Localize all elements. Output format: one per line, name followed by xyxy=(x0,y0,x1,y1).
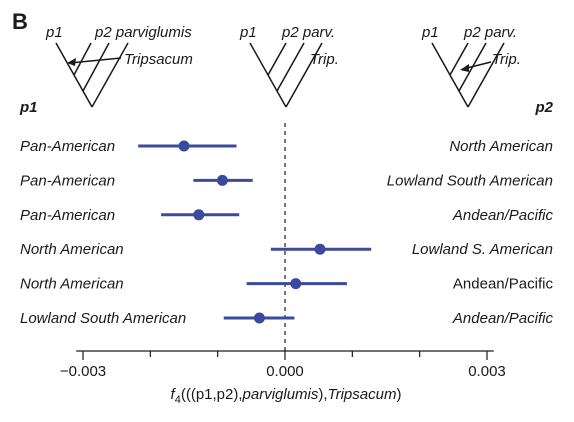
row-p1-label: North American xyxy=(20,241,124,258)
row-p1-label: Lowland South American xyxy=(20,310,186,327)
row-p2-label: Lowland South American xyxy=(387,172,553,189)
tree3-branch-trip xyxy=(467,42,505,108)
x-axis-title: f4(((p1,p2),parviglumis),Tripsacum) xyxy=(171,386,402,406)
tree3-branch-parv xyxy=(449,42,469,76)
forest-plot-rows: Pan-American North American Pan-American Lo… xyxy=(20,138,553,327)
forest-row: Pan-American Lowland South American xyxy=(20,172,553,189)
tree2-label-p2: p2 parv. xyxy=(281,24,335,41)
estimate-point xyxy=(216,174,228,186)
tree-diagram-1 xyxy=(55,42,129,108)
row-p1-label: Pan-American xyxy=(20,207,115,224)
tree3-label-outgroup: Trip. xyxy=(492,51,521,68)
row-p1-label: North American xyxy=(20,276,124,293)
x-axis-title-prefix: f xyxy=(171,386,177,403)
tree1-arrow-shaft xyxy=(69,57,122,64)
tree2-branch-parv xyxy=(267,42,287,76)
forest-row: Pan-American North American xyxy=(20,138,553,155)
row-p2-label: Andean/Pacific xyxy=(453,276,554,293)
row-p2-label: North American xyxy=(449,138,553,155)
tree1-arrowhead xyxy=(67,58,76,66)
tree3-arrowhead xyxy=(460,64,469,72)
x-tick-label: 0.003 xyxy=(468,363,506,380)
tree1-label-outgroup: Tripsacum xyxy=(124,51,193,68)
x-tick-label: −0.003 xyxy=(60,363,106,380)
panel-label: B xyxy=(12,9,28,34)
forest-row: North American Andean/Pacific xyxy=(20,276,553,293)
tree1-branch-trip xyxy=(91,42,129,108)
x-axis-title-italic-a: parviglumis xyxy=(242,386,319,403)
tree2-branch-trip xyxy=(285,42,323,108)
row-p2-label: Andean/Pacific xyxy=(452,207,554,224)
column-header-p1: p1 xyxy=(19,99,38,116)
tree1-branch-p2 xyxy=(82,42,110,92)
x-axis-title-subscript: 4 xyxy=(175,394,181,406)
x-axis-title-suffix: ) xyxy=(396,386,401,403)
tree1-label-p2: p2 parviglumis xyxy=(94,24,192,41)
estimate-point xyxy=(193,209,205,221)
tree-diagram-2 xyxy=(249,42,323,108)
tree2-branch-p2 xyxy=(276,42,305,92)
tree2-label-outgroup: Trip. xyxy=(310,51,339,68)
x-axis-ticks: −0.003 0.000 0.003 xyxy=(60,351,506,380)
tree1-label-p1: p1 xyxy=(45,24,63,41)
forest-row: Lowland South American Andean/Pacific xyxy=(20,310,553,327)
row-p2-label: Andean/Pacific xyxy=(452,310,554,327)
estimate-point xyxy=(290,278,302,290)
row-p1-label: Pan-American xyxy=(20,138,115,155)
tree3-label-p1: p1 xyxy=(421,24,439,41)
x-axis-title-italic-b: Tripsacum xyxy=(328,386,397,403)
tree3-label-p2: p2 parv. xyxy=(463,24,517,41)
estimate-point xyxy=(178,140,190,152)
column-header-p2: p2 xyxy=(534,99,553,116)
forest-row: North American Lowland S. American xyxy=(20,241,553,258)
row-p1-label: Pan-American xyxy=(20,172,115,189)
x-tick-label: 0.000 xyxy=(266,363,304,380)
row-p2-label: Lowland S. American xyxy=(412,241,553,258)
tree2-label-p1: p1 xyxy=(239,24,257,41)
x-axis-title-main: (((p1,p2), xyxy=(181,386,243,403)
tree1-branch-parv xyxy=(73,42,92,76)
x-axis-title-mid: ), xyxy=(318,386,327,403)
estimate-point xyxy=(253,312,265,324)
forest-plot: Pan-American North American Pan-American Lo… xyxy=(20,123,553,380)
estimate-point xyxy=(314,243,326,255)
forest-row: Pan-American Andean/Pacific xyxy=(20,207,553,224)
